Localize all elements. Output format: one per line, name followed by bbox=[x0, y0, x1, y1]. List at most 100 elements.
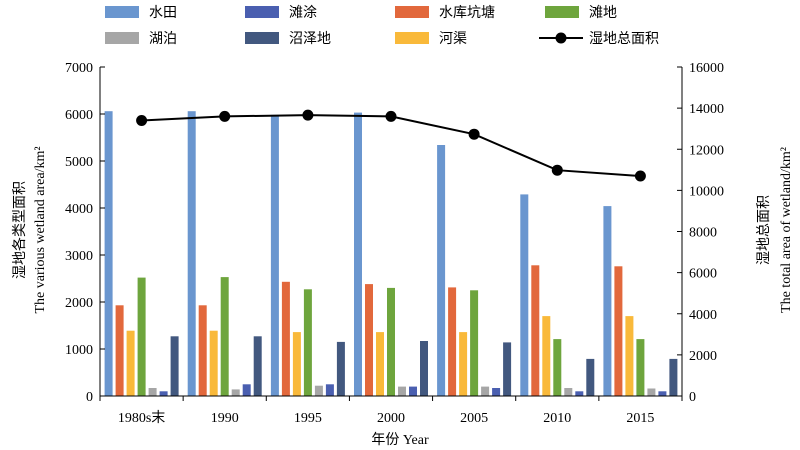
bar bbox=[209, 330, 218, 396]
legend-label: 湿地总面积 bbox=[589, 31, 659, 47]
total-line-point bbox=[302, 109, 314, 121]
total-line-point bbox=[385, 110, 397, 122]
bar bbox=[365, 284, 373, 396]
bar bbox=[115, 305, 124, 396]
x-tick-label: 1980s末 bbox=[118, 410, 165, 426]
bar bbox=[575, 391, 584, 396]
legend-marker bbox=[555, 32, 567, 44]
bar bbox=[126, 330, 135, 396]
y-tick-label: 6000 bbox=[65, 108, 93, 123]
bar bbox=[187, 111, 196, 396]
bar bbox=[137, 277, 146, 396]
bar bbox=[669, 358, 678, 396]
legend-label: 水库坑塘 bbox=[439, 5, 495, 21]
bar bbox=[420, 341, 428, 396]
y2-tick-label: 4000 bbox=[689, 308, 717, 323]
x-tick-label: 2005 bbox=[460, 411, 488, 426]
y-tick-label: 7000 bbox=[65, 61, 93, 76]
legend-swatch bbox=[105, 6, 139, 18]
y2-tick-label: 8000 bbox=[689, 226, 717, 241]
y-tick-label: 0 bbox=[86, 390, 93, 405]
total-line-point bbox=[551, 164, 563, 176]
bar bbox=[542, 316, 551, 396]
bar bbox=[636, 339, 645, 396]
y2-tick-label: 6000 bbox=[689, 267, 717, 282]
bar bbox=[647, 388, 656, 396]
bar bbox=[354, 112, 362, 396]
bar bbox=[170, 336, 179, 396]
bar-group bbox=[104, 111, 179, 396]
total-line-point bbox=[468, 128, 480, 140]
bar bbox=[253, 336, 262, 396]
legend-item: 湖泊 bbox=[105, 31, 177, 47]
x-axis-title: 年份 Year bbox=[371, 432, 429, 448]
bar bbox=[198, 305, 207, 396]
bar bbox=[409, 386, 417, 396]
y2-tick-label: 2000 bbox=[689, 349, 717, 364]
bar bbox=[159, 391, 168, 396]
bar bbox=[336, 341, 345, 396]
bar bbox=[220, 277, 229, 396]
bar-group bbox=[354, 112, 428, 396]
bar bbox=[325, 384, 334, 397]
bar bbox=[520, 194, 529, 396]
total-line-point bbox=[219, 110, 231, 122]
total-line-point bbox=[136, 115, 148, 126]
bar bbox=[281, 281, 290, 396]
y-axis-title-line2: The various wetland area/km² bbox=[33, 146, 48, 313]
legend-item: 滩涂 bbox=[245, 5, 317, 21]
x-tick-label: 2010 bbox=[543, 411, 571, 426]
bar bbox=[658, 391, 667, 396]
bar bbox=[231, 389, 240, 396]
bar bbox=[564, 388, 573, 396]
bar-group bbox=[270, 114, 345, 397]
x-tick-label: 1995 bbox=[294, 411, 322, 426]
bar bbox=[270, 114, 279, 397]
legend-item: 沼泽地 bbox=[245, 31, 331, 47]
y-tick-label: 3000 bbox=[65, 249, 93, 264]
bar bbox=[104, 111, 113, 396]
bar bbox=[492, 388, 501, 396]
bar-group bbox=[437, 145, 512, 397]
total-line bbox=[136, 109, 646, 182]
bar bbox=[503, 342, 512, 396]
bar bbox=[448, 287, 457, 396]
bar bbox=[459, 332, 468, 396]
y2-tick-label: 16000 bbox=[689, 61, 724, 76]
bar-group bbox=[520, 194, 595, 396]
bar bbox=[625, 316, 634, 396]
total-line-path bbox=[141, 114, 641, 177]
bar-group bbox=[603, 206, 678, 396]
legend-swatch bbox=[395, 32, 429, 44]
bar bbox=[603, 206, 612, 396]
legend-label: 滩地 bbox=[589, 5, 617, 21]
legend-swatch bbox=[545, 6, 579, 18]
legend-label: 滩涂 bbox=[289, 5, 317, 21]
bar bbox=[470, 290, 479, 397]
legend-swatch bbox=[245, 32, 279, 44]
bars bbox=[104, 111, 678, 397]
axes: 0 1000 2000 3000 4000 5000 6000 7000 0 2000 4000 60… bbox=[65, 61, 724, 426]
y2-axis-title-line2: The total area of wetland/km² bbox=[779, 147, 794, 313]
y2-tick-label: 14000 bbox=[689, 102, 724, 117]
legend-label: 水田 bbox=[149, 5, 177, 21]
x-tick-label: 2000 bbox=[377, 411, 405, 426]
bar-group bbox=[187, 111, 262, 397]
bar bbox=[481, 386, 490, 396]
x-tick-label: 1990 bbox=[211, 411, 239, 426]
bar bbox=[614, 266, 623, 396]
bar bbox=[437, 145, 446, 396]
bar bbox=[398, 386, 406, 396]
bar bbox=[531, 265, 540, 396]
legend-label: 沼泽地 bbox=[289, 31, 331, 47]
y-tick-label: 5000 bbox=[65, 155, 93, 170]
bar bbox=[242, 384, 251, 397]
bar bbox=[292, 332, 301, 396]
y2-tick-label: 12000 bbox=[689, 143, 724, 158]
bar bbox=[303, 289, 312, 396]
bar bbox=[376, 332, 384, 396]
legend-swatch bbox=[395, 6, 429, 18]
y2-axis-title-line1: 湿地总面积 bbox=[756, 195, 772, 265]
